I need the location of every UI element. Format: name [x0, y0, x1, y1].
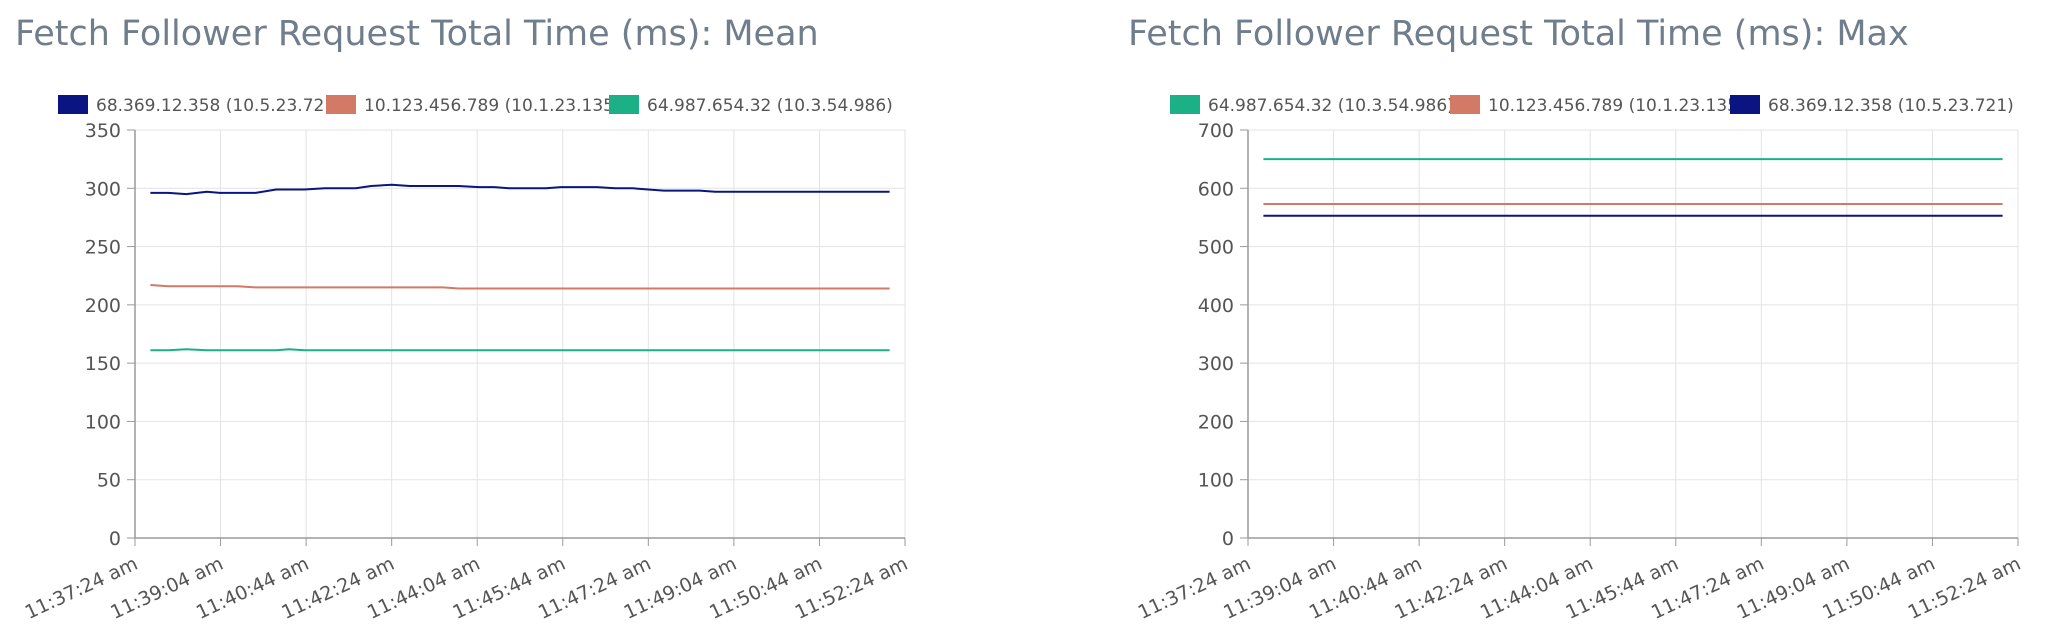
y-tick-label: 300: [1198, 353, 1234, 375]
legend-swatch: [326, 95, 356, 114]
series-line: [150, 348, 890, 352]
legend-swatch: [1170, 95, 1200, 114]
y-tick-label: 600: [1198, 178, 1234, 200]
y-tick-label: 500: [1198, 237, 1234, 259]
y-tick-label: 100: [85, 411, 121, 433]
y-tick-label: 200: [1198, 411, 1234, 433]
y-tick-label: 0: [109, 528, 121, 550]
y-tick-label: 400: [1198, 295, 1234, 317]
legend-label: 68.369.12.358 (10.5.23.721): [1768, 96, 2014, 116]
legend-swatch: [609, 95, 639, 114]
legend-label: 68.369.12.358 (10.5.23.721): [96, 96, 342, 116]
legend-swatch: [1730, 95, 1760, 114]
legend-label: 10.123.456.789 (10.1.23.135): [364, 96, 621, 116]
y-tick-label: 100: [1198, 470, 1234, 492]
chart-title: Fetch Follower Request Total Time (ms): …: [15, 14, 819, 54]
legend-label: 64.987.654.32 (10.3.54.986): [1208, 96, 1454, 116]
y-tick-label: 150: [85, 353, 121, 375]
legend-label: 64.987.654.32 (10.3.54.986): [647, 96, 893, 116]
chart-panel-mean: Fetch Follower Request Total Time (ms): …: [0, 0, 1010, 644]
legend-swatch: [1450, 95, 1480, 114]
series-line: [150, 284, 890, 290]
legend-label: 10.123.456.789 (10.1.23.135): [1488, 96, 1745, 116]
y-tick-label: 50: [97, 470, 121, 492]
y-tick-label: 0: [1222, 528, 1234, 550]
y-tick-label: 200: [85, 295, 121, 317]
y-tick-label: 350: [85, 120, 121, 142]
y-tick-label: 250: [85, 237, 121, 259]
chart-title: Fetch Follower Request Total Time (ms): …: [1128, 14, 1909, 54]
legend-swatch: [58, 95, 88, 114]
chart-panel-max: Fetch Follower Request Total Time (ms): …: [1040, 0, 2048, 644]
y-tick-label: 300: [85, 178, 121, 200]
series-line: [150, 183, 890, 196]
y-tick-label: 700: [1198, 120, 1234, 142]
